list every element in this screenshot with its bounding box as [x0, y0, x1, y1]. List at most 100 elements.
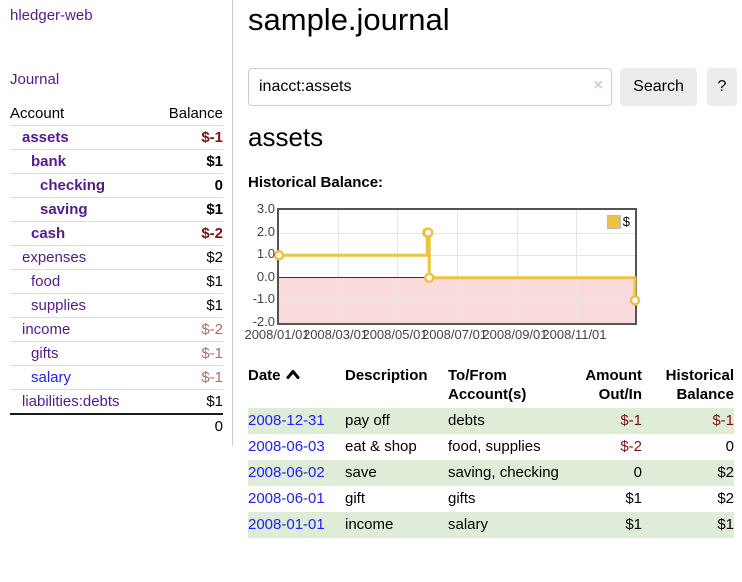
account-row: bank $1 — [10, 149, 223, 174]
accounts-header-account: Account — [10, 102, 153, 126]
account-row: liabilities:debts $1 — [10, 389, 223, 415]
account-balance: $1 — [152, 389, 223, 415]
register-header-row: Date Description To/From Account(s) Amount Ou… — [248, 362, 734, 408]
y-axis-tick-label: 0.0 — [256, 268, 275, 284]
accounts-header-row: Account Balance — [10, 102, 223, 126]
account-link[interactable]: gifts — [31, 345, 59, 362]
sidebar: hledger-web Journal Account Balance asse… — [0, 0, 233, 446]
sidebar-item-journal[interactable]: Journal — [10, 71, 60, 88]
clear-search-icon[interactable]: × — [593, 77, 603, 94]
transaction-accounts: gifts — [448, 490, 476, 507]
x-axis-tick-label: 2008/05/01 — [362, 327, 428, 342]
account-link[interactable]: saving — [40, 201, 88, 218]
account-name-cell: gifts — [10, 341, 153, 366]
account-name-cell: checking — [10, 173, 153, 198]
accounts-header-balance: Balance — [152, 102, 223, 126]
chart-plot-area: $ — [273, 208, 641, 325]
transaction-description: eat & shop — [345, 438, 417, 455]
transaction-amount: 0 — [633, 464, 642, 481]
transaction-accounts: saving, checking — [448, 464, 559, 481]
account-link[interactable]: cash — [31, 225, 66, 242]
y-axis-tick-label: 1.0 — [256, 246, 275, 262]
search-form: × Search ? — [248, 68, 737, 106]
transaction-date-cell: 2008-06-02 — [248, 460, 345, 486]
transaction-balance: 0 — [725, 438, 734, 455]
account-link[interactable]: food — [31, 273, 61, 290]
account-link[interactable]: expenses — [22, 249, 87, 266]
sort-ascending-icon — [286, 370, 300, 379]
transaction-accounts: food, supplies — [448, 438, 541, 455]
account-balance: $-2 — [152, 317, 223, 342]
account-name-cell: salary — [10, 365, 153, 390]
account-row: gifts $-1 — [10, 341, 223, 366]
data-point-marker — [629, 295, 641, 306]
account-name-cell: food — [10, 269, 153, 294]
x-axis-tick-label: 2008/11/01 — [542, 327, 607, 342]
account-link[interactable]: salary — [31, 369, 72, 386]
y-axis-tick-label: 3.0 — [256, 201, 275, 216]
legend-swatch-icon — [606, 214, 621, 229]
transaction-balance: $-1 — [712, 412, 734, 429]
account-row: food $1 — [10, 269, 223, 294]
account-link[interactable]: income — [22, 321, 71, 338]
account-row: saving $1 — [10, 197, 223, 222]
chart-legend: $ — [606, 214, 630, 229]
data-point-marker — [273, 249, 285, 261]
register-header-historical: Historical Balance — [642, 362, 734, 408]
transaction-date-link[interactable]: 2008-01-01 — [248, 516, 325, 533]
transaction-date-cell: 2008-12-31 — [248, 408, 345, 434]
v-gridline — [456, 210, 458, 323]
header-label: Account(s) — [448, 386, 527, 403]
transaction-date-link[interactable]: 2008-12-31 — [248, 412, 325, 429]
account-link[interactable]: liabilities:debts — [22, 393, 120, 410]
x-axis-tick-label: 2008/07/01 — [421, 327, 488, 342]
transaction-accounts: debts — [448, 412, 485, 429]
v-gridline — [516, 210, 518, 323]
account-balance: $1 — [152, 197, 223, 222]
account-balance: $-1 — [152, 365, 223, 390]
transaction-row: 2008-06-01 gift gifts $1 $2 — [248, 486, 734, 512]
account-heading: assets — [248, 122, 324, 152]
register-header-tofrom: To/From Account(s) — [448, 362, 568, 408]
account-name-cell: cash — [10, 221, 153, 246]
account-link[interactable]: supplies — [31, 297, 87, 314]
x-axis-tick-label: 2008/03/01 — [302, 327, 369, 342]
balance-line-series — [273, 227, 641, 306]
account-link[interactable]: bank — [31, 153, 67, 170]
chart-heading: Historical Balance: — [248, 174, 384, 191]
account-link[interactable]: checking — [40, 177, 106, 194]
data-point-marker — [422, 227, 434, 238]
search-button[interactable]: Search — [620, 68, 697, 106]
transaction-date-cell: 2008-06-03 — [248, 434, 345, 460]
header-label: Out/In — [598, 386, 642, 403]
account-name-cell: bank — [10, 149, 153, 174]
account-balance: $1 — [152, 269, 223, 294]
v-gridline — [397, 210, 399, 323]
transaction-date-link[interactable]: 2008-06-03 — [248, 438, 325, 455]
register-header-amount: Amount Out/In — [568, 362, 642, 408]
transaction-date-link[interactable]: 2008-06-01 — [248, 490, 325, 507]
account-balance: $-1 — [152, 341, 223, 366]
transaction-date-cell: 2008-06-01 — [248, 486, 345, 512]
transaction-date-link[interactable]: 2008-06-02 — [248, 464, 325, 481]
account-name-cell: expenses — [10, 245, 153, 270]
legend-label: $ — [622, 214, 630, 229]
data-point-marker — [423, 272, 435, 284]
help-button[interactable]: ? — [707, 68, 737, 106]
account-row: cash $-2 — [10, 221, 223, 246]
header-label: To/From — [448, 367, 507, 384]
app-title-link[interactable]: hledger-web — [10, 7, 93, 24]
transaction-row: 2008-12-31 pay off debts $-1 $-1 — [248, 408, 734, 434]
account-balance: 0 — [152, 173, 223, 198]
header-label: Amount — [585, 367, 642, 384]
register-header-date[interactable]: Date — [248, 362, 345, 408]
account-name-cell: income — [10, 317, 153, 342]
transaction-description: income — [345, 516, 394, 533]
transaction-date-cell: 2008-01-01 — [248, 512, 345, 538]
v-gridline — [576, 210, 578, 323]
transaction-amount: $-2 — [620, 438, 642, 455]
account-link[interactable]: assets — [22, 129, 69, 146]
transaction-accounts: salary — [448, 516, 489, 533]
search-box: × — [248, 68, 612, 106]
search-input[interactable] — [248, 68, 612, 106]
